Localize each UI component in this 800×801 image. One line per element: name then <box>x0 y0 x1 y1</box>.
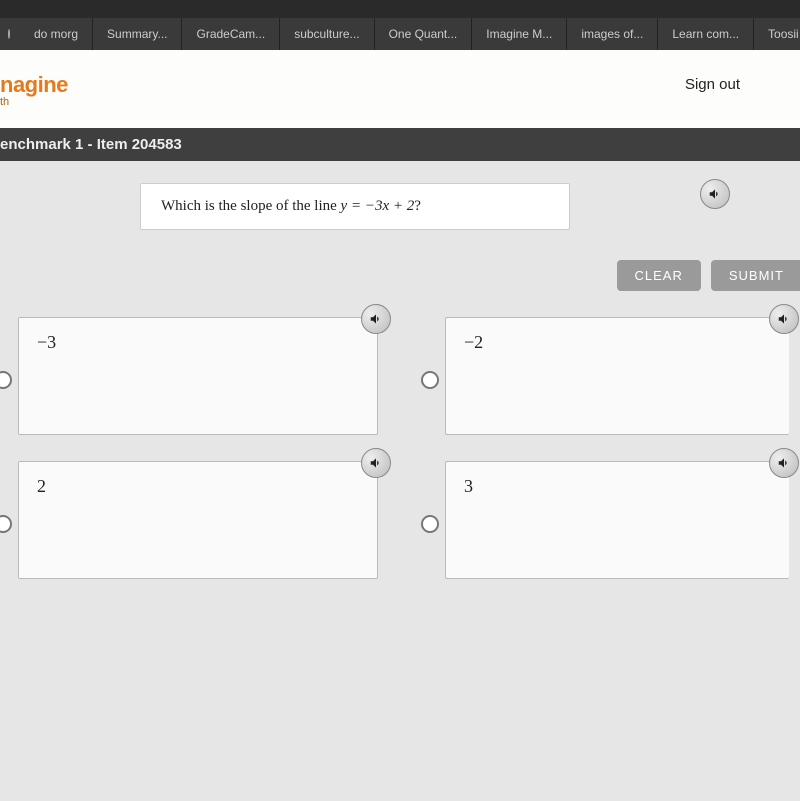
option-cell: 3 <box>421 461 800 579</box>
option-box[interactable]: 2 <box>18 461 378 579</box>
benchmark-title-bar: enchmark 1 - Item 204583 <box>0 128 800 161</box>
option-box[interactable]: −2 <box>445 317 789 435</box>
question-row: Which is the slope of the line y = −3x +… <box>0 161 800 230</box>
speaker-icon <box>369 312 383 326</box>
question-text: Which is the slope of the line y = −3x +… <box>140 183 570 230</box>
option-audio-button[interactable] <box>769 304 799 334</box>
app-header: nagine th Sign out <box>0 50 800 128</box>
option-audio-button[interactable] <box>361 448 391 478</box>
option-radio[interactable] <box>0 515 12 533</box>
question-audio-button[interactable] <box>700 179 730 209</box>
browser-tab[interactable]: Toosii <box>754 18 800 50</box>
option-label: 2 <box>37 476 46 496</box>
option-cell: −3 <box>6 317 385 435</box>
logo-main-text: nagine <box>0 72 68 98</box>
logo: nagine th <box>0 72 68 108</box>
browser-tab[interactable]: images of... <box>567 18 658 50</box>
option-radio[interactable] <box>421 515 439 533</box>
option-audio-button[interactable] <box>361 304 391 334</box>
option-cell: 2 <box>6 461 385 579</box>
clear-button[interactable]: CLEAR <box>617 260 701 291</box>
answer-options-grid: −3 −2 2 <box>0 309 800 579</box>
question-prefix: Which is the slope of the line <box>161 198 341 214</box>
question-math: y = −3x + 2 <box>341 198 415 214</box>
sign-out-link[interactable]: Sign out <box>685 76 740 93</box>
question-suffix: ? <box>414 198 421 214</box>
browser-tab[interactable]: Summary... <box>93 18 182 50</box>
browser-tab[interactable]: subculture... <box>280 18 374 50</box>
option-cell: −2 <box>421 317 800 435</box>
option-box[interactable]: −3 <box>18 317 378 435</box>
browser-tab[interactable]: Learn com... <box>658 18 754 50</box>
action-buttons-row: CLEAR SUBMIT <box>0 230 800 309</box>
option-radio[interactable] <box>0 371 12 389</box>
option-label: 3 <box>464 476 473 496</box>
content-area: Which is the slope of the line y = −3x +… <box>0 161 800 801</box>
option-radio[interactable] <box>421 371 439 389</box>
tab-indicator-dot <box>8 29 10 39</box>
speaker-icon <box>777 456 791 470</box>
submit-button[interactable]: SUBMIT <box>711 260 800 291</box>
option-audio-button[interactable] <box>769 448 799 478</box>
speaker-icon <box>777 312 791 326</box>
browser-tabs-bar: do morg Summary... GradeCam... subcultur… <box>0 18 800 50</box>
browser-tab[interactable]: One Quant... <box>375 18 473 50</box>
browser-tab[interactable]: Imagine M... <box>472 18 567 50</box>
option-label: −2 <box>464 332 483 352</box>
browser-tab[interactable]: GradeCam... <box>182 18 280 50</box>
option-label: −3 <box>37 332 56 352</box>
browser-tab[interactable]: do morg <box>20 18 93 50</box>
speaker-icon <box>708 187 722 201</box>
browser-top-bar <box>0 0 800 18</box>
speaker-icon <box>369 456 383 470</box>
option-box[interactable]: 3 <box>445 461 789 579</box>
